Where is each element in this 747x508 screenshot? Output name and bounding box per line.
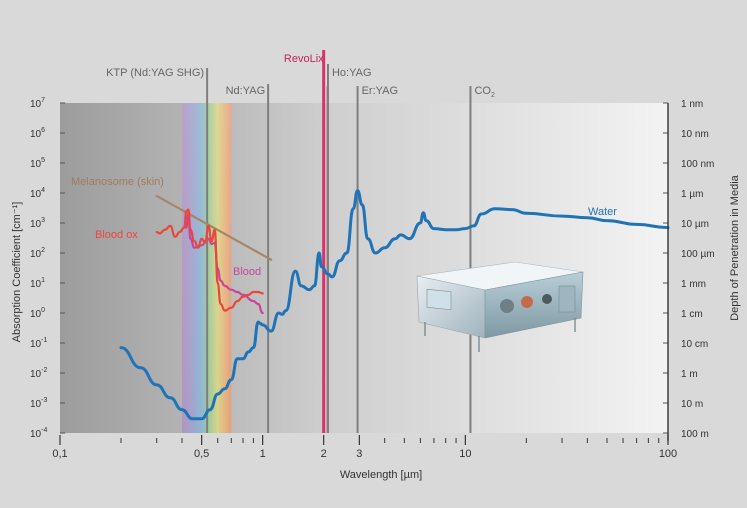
y-left-tick-label-11: 10-4 xyxy=(30,427,47,440)
y-left-tick-exponent: 0 xyxy=(41,307,45,314)
y-left-tick-exponent: -2 xyxy=(41,367,47,374)
laser-label-3: Ho:YAG xyxy=(332,67,372,79)
y-right-tick-label-9: 1 m xyxy=(681,369,698,380)
y-left-tick-exponent: 2 xyxy=(41,247,45,254)
y-left-tick-exponent: 7 xyxy=(41,97,45,104)
laser-label-2: RevoLix xyxy=(284,53,324,65)
x-tick-label-4: 3 xyxy=(356,448,362,460)
x-tick-label-1: 0,5 xyxy=(194,448,209,460)
x-tick-label-6: 100 xyxy=(659,448,677,460)
y-right-tick-label-6: 1 mm xyxy=(681,279,706,290)
x-axis-title: Wavelength [µm] xyxy=(340,469,422,481)
y-axis-right: 1 nm 10 nm 100 nm 1 µm 10 µm 100 µm 1 mm 1 cm 10… xyxy=(663,99,715,441)
y-left-tick-label-9: 10-2 xyxy=(30,367,47,380)
y-left-tick-label-10: 10-3 xyxy=(30,397,47,410)
series-lines xyxy=(119,189,670,421)
y-left-tick-label-7: 100 xyxy=(30,307,45,320)
y-right-tick-label-4: 10 µm xyxy=(681,219,709,230)
y-right-tick-label-1: 10 nm xyxy=(681,129,709,140)
y-left-tick-label-6: 101 xyxy=(30,277,45,290)
series-label-0: Water xyxy=(588,206,617,218)
y-left-tick-exponent: 6 xyxy=(41,127,45,134)
y-left-tick-exponent: -3 xyxy=(41,397,47,404)
series-label-2: Blood xyxy=(233,266,261,278)
laser-label-0: KTP (Nd:YAG SHG) xyxy=(106,67,204,79)
plot-background xyxy=(60,103,668,433)
y-left-tick-exponent: 1 xyxy=(41,277,45,284)
y-right-tick-label-11: 100 m xyxy=(681,429,709,440)
y-left-tick-label-5: 102 xyxy=(30,247,45,260)
y-axis-left-title: Absorption Coefficient [cm⁻¹] xyxy=(11,202,23,343)
series-labels: Water Blood ox Blood Melanosome (skin) xyxy=(71,176,617,278)
laser-labels: KTP (Nd:YAG SHG) Nd:YAG RevoLix Ho:YAG Er:YA… xyxy=(106,53,495,99)
y-axis-right-title: Depth of Penetration in Media xyxy=(729,174,741,320)
y-left-tick-label-3: 104 xyxy=(30,187,45,200)
laser-label-4: Er:YAG xyxy=(362,85,398,97)
laser-lines xyxy=(206,50,472,433)
y-left-tick-label-1: 106 xyxy=(30,127,45,140)
x-tick-label-5: 10 xyxy=(459,448,471,460)
laser-label-subscript: 2 xyxy=(491,92,495,99)
y-left-tick-exponent: -4 xyxy=(41,427,47,434)
y-right-tick-label-7: 1 cm xyxy=(681,309,703,320)
y-left-tick-label-8: 10-1 xyxy=(30,337,47,350)
y-right-tick-label-3: 1 µm xyxy=(681,189,703,200)
laser-label-5: CO2 xyxy=(474,85,495,99)
y-right-tick-label-10: 10 m xyxy=(681,399,703,410)
series-line-blood-ox xyxy=(155,208,264,312)
y-right-tick-label-0: 1 nm xyxy=(681,99,703,110)
series-label-3: Melanosome (skin) xyxy=(71,176,164,188)
series-line-melanosome-skin- xyxy=(155,194,273,261)
laser-label-1: Nd:YAG xyxy=(226,85,266,97)
x-tick-label-3: 2 xyxy=(321,448,327,460)
y-left-tick-exponent: -1 xyxy=(41,337,47,344)
y-left-tick-exponent: 4 xyxy=(41,187,45,194)
y-left-tick-label-2: 105 xyxy=(30,157,45,170)
y-right-tick-label-8: 10 cm xyxy=(681,339,708,350)
laser-device-illustration xyxy=(416,261,584,352)
x-tick-label-0: 0,1 xyxy=(52,448,67,460)
series-label-1: Blood ox xyxy=(95,229,138,241)
y-right-tick-label-5: 100 µm xyxy=(681,249,715,260)
y-left-tick-label-0: 107 xyxy=(30,97,45,110)
y-left-tick-exponent: 3 xyxy=(41,217,45,224)
y-left-tick-exponent: 5 xyxy=(41,157,45,164)
x-tick-label-2: 1 xyxy=(260,448,266,460)
y-right-tick-label-2: 100 nm xyxy=(681,159,714,170)
x-axis: 0,1 0,5 1 2 3 10 100 xyxy=(52,435,677,460)
series-line-water xyxy=(119,189,670,421)
y-left-tick-label-4: 103 xyxy=(30,217,45,230)
